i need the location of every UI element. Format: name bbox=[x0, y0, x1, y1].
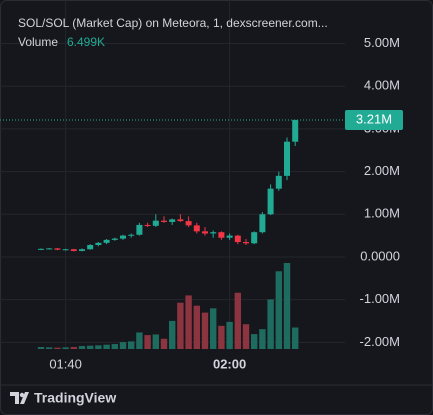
volume-bar bbox=[128, 341, 135, 349]
label-layer: -2.00M-1.00M0.00001.00M2.00M3.00M4.00M5.… bbox=[0, 35, 403, 371]
candle-body bbox=[292, 119, 299, 142]
volume-bar bbox=[283, 263, 291, 349]
candle-body bbox=[38, 248, 44, 250]
candle-body bbox=[226, 235, 233, 238]
candle-layer bbox=[38, 119, 299, 252]
y-tick-label: 5.00M bbox=[364, 35, 400, 50]
volume-bar bbox=[78, 346, 86, 349]
candle-body bbox=[128, 234, 135, 236]
y-tick-label: -1.00M bbox=[360, 291, 400, 306]
candle-body bbox=[259, 214, 266, 233]
volume-bar bbox=[169, 320, 176, 349]
volume-bar bbox=[275, 271, 282, 349]
candle-body bbox=[177, 219, 184, 222]
chart-title: SOL/SOL (Market Cap) on Meteora, 1, dexs… bbox=[18, 16, 328, 30]
volume-bar bbox=[119, 342, 127, 349]
candle-body bbox=[193, 225, 200, 232]
volume-name: Volume bbox=[18, 35, 58, 49]
volume-bar bbox=[54, 347, 61, 349]
candle-body bbox=[111, 238, 118, 240]
y-tick-label: 2.00M bbox=[364, 163, 400, 178]
candle-body bbox=[234, 235, 241, 243]
volume-bar bbox=[62, 347, 69, 349]
candle-body bbox=[218, 232, 225, 238]
y-tick-label: 0.0000 bbox=[360, 248, 400, 263]
volume-bar bbox=[234, 292, 241, 349]
candle-body bbox=[202, 231, 208, 234]
x-tick-label: 01:40 bbox=[49, 356, 82, 371]
candle-body bbox=[185, 221, 192, 226]
volume-bar bbox=[103, 344, 110, 349]
candle-body bbox=[210, 232, 217, 234]
candle-body bbox=[79, 249, 85, 251]
candle-body bbox=[70, 249, 77, 251]
candle-body bbox=[46, 248, 53, 250]
candle-body bbox=[152, 220, 159, 226]
x-tick-label: 02:00 bbox=[213, 356, 246, 371]
volume-bar bbox=[136, 332, 143, 349]
volume-bar bbox=[218, 325, 225, 349]
volume-bar bbox=[251, 334, 258, 349]
volume-bar bbox=[111, 344, 118, 349]
volume-bar bbox=[144, 335, 151, 349]
candle-body bbox=[120, 235, 126, 239]
volume-bar bbox=[70, 347, 77, 349]
last-price-label: 3.21M bbox=[356, 111, 392, 126]
candle-body bbox=[87, 245, 94, 250]
candle-body bbox=[161, 220, 167, 222]
tradingview-logo bbox=[10, 392, 29, 404]
candle-body bbox=[267, 188, 274, 215]
volume-bar bbox=[201, 312, 209, 349]
volume-bar bbox=[259, 329, 266, 349]
candle-body bbox=[136, 224, 143, 235]
y-tick-label: -2.00M bbox=[360, 334, 400, 349]
candle-body bbox=[284, 141, 290, 176]
volume-bar bbox=[242, 324, 250, 349]
volume-layer bbox=[37, 263, 299, 349]
volume-bar bbox=[152, 334, 159, 349]
volume-bar bbox=[160, 338, 168, 349]
candle-body bbox=[275, 175, 282, 189]
y-tick-label: 4.00M bbox=[364, 78, 400, 93]
volume-bar bbox=[95, 345, 102, 349]
y-tick-label: 1.00M bbox=[364, 206, 400, 221]
candle-body bbox=[54, 248, 61, 250]
volume-value: 6.499K bbox=[67, 35, 105, 49]
brand: TradingView bbox=[34, 390, 116, 406]
volume-bar bbox=[292, 327, 299, 349]
volume-bar bbox=[210, 308, 217, 349]
candle-body bbox=[103, 239, 110, 243]
candle-body bbox=[144, 224, 151, 226]
candle-body bbox=[243, 242, 249, 244]
volume-bar bbox=[226, 321, 233, 349]
volume-bar bbox=[193, 305, 200, 349]
volume-bar bbox=[177, 302, 184, 349]
volume-bar bbox=[37, 347, 45, 349]
candle-body bbox=[251, 232, 258, 244]
volume-bar bbox=[185, 295, 192, 349]
last-price-tag bbox=[345, 109, 403, 130]
volume-bar bbox=[267, 299, 274, 349]
volume-bar bbox=[46, 347, 53, 349]
volume-bar bbox=[87, 345, 94, 349]
candle-body bbox=[169, 219, 176, 222]
candle-body bbox=[95, 242, 102, 245]
candle-body bbox=[62, 249, 69, 251]
